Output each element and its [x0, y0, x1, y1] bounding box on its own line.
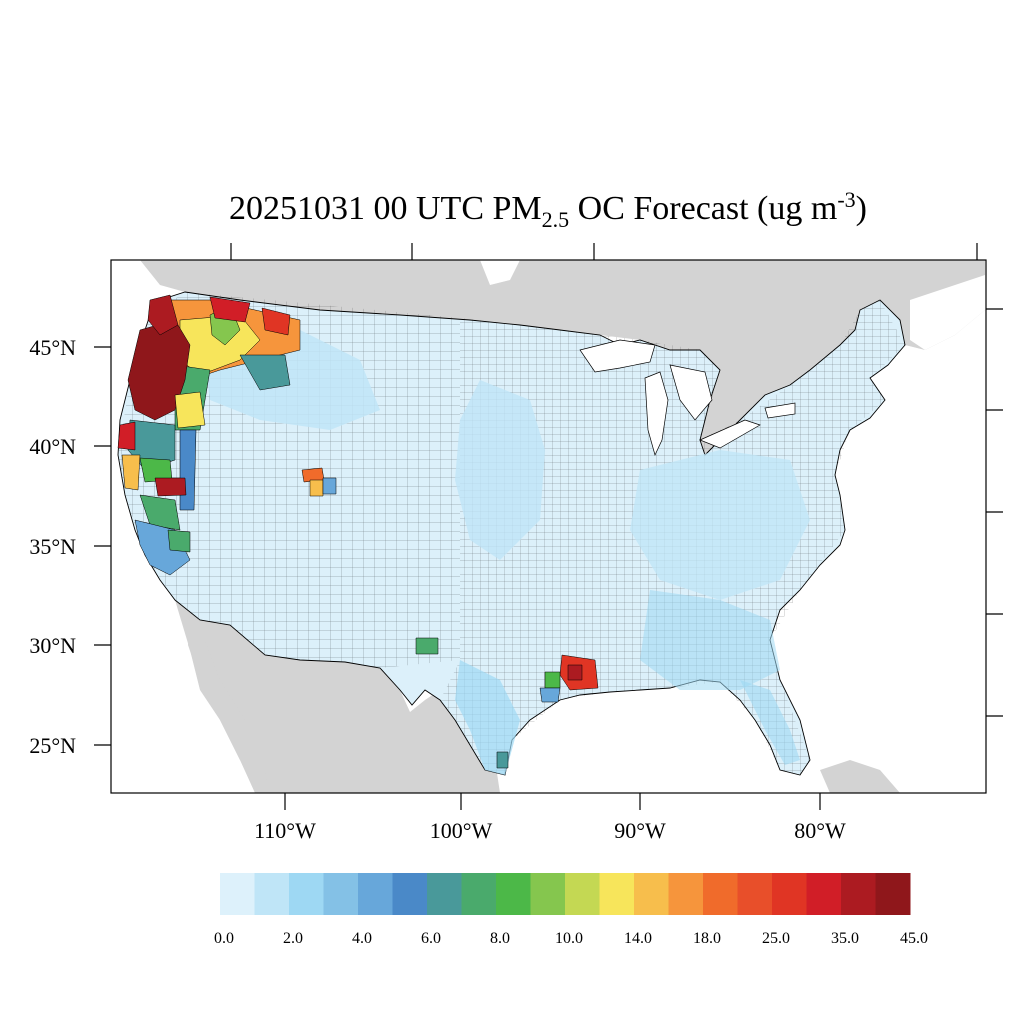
- oc-norcal-orange: [121, 454, 141, 491]
- lon-label: 100°W: [430, 818, 493, 843]
- oc-nw-red-east: [261, 307, 291, 336]
- mexico-land: [175, 600, 500, 793]
- oc-louisiana-green: [544, 671, 561, 689]
- colorbar-label: 35.0: [831, 930, 859, 947]
- oc-louisiana-maroon: [567, 664, 583, 681]
- colorbar-swatch: [634, 873, 669, 915]
- gulf-of-st-lawrence: [910, 275, 985, 350]
- colorbar-label: 6.0: [421, 930, 441, 947]
- lake-michigan: [644, 371, 669, 457]
- oc-blue-strip: [179, 429, 197, 511]
- oc-yellow-east-or: [174, 391, 206, 429]
- colorbar-swatch: [254, 873, 290, 915]
- lon-label: 110°W: [254, 818, 316, 843]
- left-ticks: [94, 346, 111, 746]
- oc-nw-teal: [239, 354, 291, 391]
- colorbar-swatch: [703, 873, 738, 915]
- colorbar-swatch: [358, 873, 393, 915]
- oc-nw-red: [209, 296, 251, 323]
- colorbar-swatch: [530, 873, 566, 915]
- colorbar-swatch: [737, 873, 773, 915]
- colorbar-label: 14.0: [624, 930, 652, 947]
- colorbar-swatch: [841, 873, 876, 915]
- colorbar-swatch: [289, 873, 324, 915]
- oc-norcal-red: [117, 421, 136, 451]
- baja-peninsula: [188, 620, 270, 793]
- colorbar-swatch: [668, 873, 704, 915]
- lat-label: 30°N: [29, 633, 76, 658]
- hudson-bay-edge: [480, 260, 520, 285]
- oc-band-south-texas: [455, 660, 520, 775]
- oc-band-florida: [740, 680, 800, 765]
- lon-label: 80°W: [794, 818, 846, 843]
- oc-gulf-blue: [539, 687, 561, 703]
- oc-norcal-maroon: [154, 477, 187, 497]
- lake-superior: [579, 339, 656, 373]
- cuba-land: [820, 760, 900, 793]
- bottom-ticks: [284, 793, 821, 810]
- colorbar-labels: 0.0 2.0 4.0 6.0 8.0 10.0 14.0 18.0 25.0 35.0 45.0: [214, 930, 928, 947]
- map-plot: [111, 260, 986, 793]
- colorbar-swatch: [323, 873, 359, 915]
- lake-ontario: [764, 402, 796, 419]
- colorbar-swatch: [565, 873, 600, 915]
- oc-texas-coast-teal: [496, 751, 509, 769]
- colorbar-swatch: [461, 873, 497, 915]
- right-ticks: [986, 308, 1003, 717]
- colorbar-swatch: [806, 873, 842, 915]
- colorbar-swatch: [220, 873, 255, 915]
- colorbar-swatch: [392, 873, 428, 915]
- lat-label: 25°N: [29, 733, 76, 758]
- colorbar-swatch: [772, 873, 807, 915]
- colorbar-swatch: [496, 873, 531, 915]
- colorbar-label: 4.0: [352, 930, 372, 947]
- lat-label: 40°N: [29, 434, 76, 459]
- map-title: 20251031 00 UTC PM2.5 OC Forecast (ug m-…: [229, 187, 867, 232]
- oc-band-southeast: [640, 590, 780, 690]
- colorbar-label: 18.0: [693, 930, 721, 947]
- colorbar-swatch: [875, 873, 911, 915]
- colorbar-swatch: [599, 873, 635, 915]
- oc-oregon-maroon: [127, 319, 191, 421]
- plot-frame: [110, 259, 987, 794]
- colorbar-label: 2.0: [283, 930, 303, 947]
- oc-sierra-green: [139, 494, 181, 531]
- colorbar-label: 45.0: [900, 930, 928, 947]
- oc-colorado-yellow: [309, 479, 324, 497]
- colorbar-label: 0.0: [214, 930, 234, 947]
- lon-label: 90°W: [614, 818, 666, 843]
- oc-texas-green: [415, 637, 439, 655]
- oc-oregon-red: [147, 294, 179, 336]
- top-ticks: [230, 243, 978, 260]
- lat-label: 45°N: [29, 335, 76, 360]
- colorbar-label: 8.0: [490, 930, 510, 947]
- lake-erie: [699, 419, 761, 449]
- oc-colorado-blue: [322, 477, 337, 495]
- colorbar-swatch: [427, 873, 462, 915]
- colorbar: [220, 873, 911, 915]
- colorbar-label: 10.0: [555, 930, 583, 947]
- oc-band-central-plains: [455, 380, 545, 560]
- longitude-labels: 110°W 100°W 90°W 80°W: [254, 818, 846, 843]
- oc-calif-green-south: [167, 529, 191, 553]
- lake-huron: [669, 364, 713, 421]
- lat-label: 35°N: [29, 534, 76, 559]
- latitude-labels: 45°N 40°N 35°N 30°N 25°N: [29, 335, 76, 758]
- colorbar-label: 25.0: [762, 930, 790, 947]
- oc-band-east: [630, 450, 810, 600]
